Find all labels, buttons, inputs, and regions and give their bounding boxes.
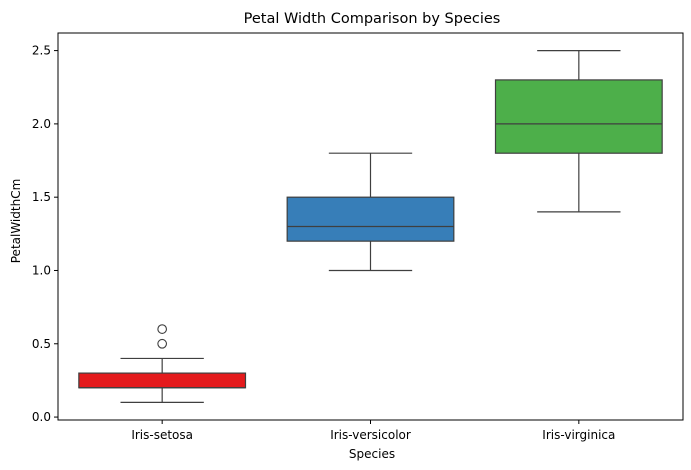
boxes-group [78,49,663,404]
box-iqr [494,79,663,154]
box-iqr [78,372,247,389]
box-iqr [286,196,455,242]
y-tick-label: 0.5 [32,337,51,351]
y-tick-label: 1.5 [32,190,51,204]
box-iris-versicolor [286,152,455,272]
box-iris-virginica [494,49,663,213]
y-tick-label: 2.5 [32,44,51,58]
y-tick-label: 0.0 [32,410,51,424]
x-tick-label: Iris-setosa [131,428,193,442]
y-axis: 0.0 0.5 1.0 1.5 2.0 2.5 [32,44,58,424]
y-tick-label: 1.0 [32,263,51,277]
outlier-point [157,324,168,334]
chart-title: Petal Width Comparison by Species [244,11,501,27]
x-axis-label: Species [349,447,395,461]
outlier-point [157,338,168,349]
x-tick-label: Iris-virginica [542,428,615,442]
y-axis-label: PetalWidthCm [9,179,23,264]
box-iris-setosa [78,324,247,404]
x-tick-label: Iris-versicolor [330,428,411,442]
x-axis: Iris-setosa Iris-versicolor Iris-virginica [131,420,615,442]
y-tick-label: 2.0 [32,117,51,131]
